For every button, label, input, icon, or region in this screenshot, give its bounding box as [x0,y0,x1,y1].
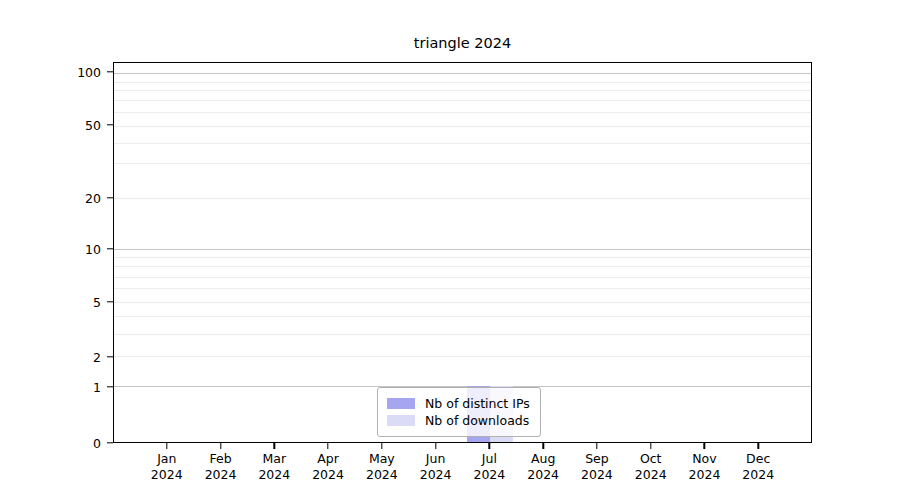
x-tick-mark-sep [596,443,597,449]
gridline-y-minor [114,112,811,113]
x-tick-year: 2024 [420,467,452,483]
x-tick-mark-apr [327,443,328,449]
x-tick-year: 2024 [151,467,183,483]
y-tick-label-20: 20 [85,191,101,206]
plot-area: Nb of distinct IPs Nb of downloads [113,62,812,443]
y-tick-label-5: 5 [93,295,101,310]
x-tick-month: Feb [205,451,237,467]
x-tick-month: Dec [742,451,774,467]
x-tick-label-mar: Mar2024 [258,451,290,482]
gridline-y-minor [114,143,811,144]
x-tick-mark-jun [435,443,436,449]
legend-swatch-distinct-ips [387,398,415,409]
gridline-y-minor [114,163,811,164]
legend-swatch-downloads [387,415,415,426]
x-tick-mark-jul [489,443,490,449]
x-tick-year: 2024 [366,467,398,483]
gridline-y-2 [114,356,811,357]
x-tick-label-oct: Oct2024 [635,451,667,482]
x-tick-year: 2024 [581,467,613,483]
x-tick-year: 2024 [473,467,505,483]
gridline-y-minor [114,334,811,335]
x-tick-month: Apr [312,451,344,467]
x-tick-month: Aug [527,451,559,467]
y-tick-label-100: 100 [77,64,101,79]
x-tick-mark-nov [704,443,705,449]
x-tick-label-nov: Nov2024 [689,451,721,482]
y-tick-label-50: 50 [85,117,101,132]
x-tick-label-sep: Sep2024 [581,451,613,482]
x-tick-label-dec: Dec2024 [742,451,774,482]
x-tick-label-may: May2024 [366,451,398,482]
x-tick-mark-mar [274,443,275,449]
y-tick-label-0: 0 [93,436,101,451]
x-tick-mark-may [381,443,382,449]
legend-label-distinct-ips: Nb of distinct IPs [425,396,530,411]
x-tick-label-jul: Jul2024 [473,451,505,482]
gridline-y-10 [114,249,811,250]
y-tick-label-10: 10 [85,242,101,257]
x-tick-label-feb: Feb2024 [205,451,237,482]
x-tick-year: 2024 [205,467,237,483]
x-tick-month: May [366,451,398,467]
legend-item-distinct-ips: Nb of distinct IPs [387,396,530,411]
x-tick-month: Nov [689,451,721,467]
x-tick-month: Jan [151,451,183,467]
x-tick-month: Jun [420,451,452,467]
x-tick-month: Oct [635,451,667,467]
legend-label-downloads: Nb of downloads [425,413,529,428]
x-tick-mark-oct [650,443,651,449]
x-tick-label-aug: Aug2024 [527,451,559,482]
gridline-y-20 [114,198,811,199]
x-tick-label-jan: Jan2024 [151,451,183,482]
chart-title: triangle 2024 [113,35,812,51]
x-tick-month: Jul [473,451,505,467]
y-tick-label-2: 2 [93,349,101,364]
x-tick-year: 2024 [635,467,667,483]
x-tick-label-jun: Jun2024 [420,451,452,482]
legend-item-downloads: Nb of downloads [387,413,530,428]
x-tick-mark-jan [166,443,167,449]
x-tick-mark-aug [542,443,543,449]
gridline-y-100 [114,73,811,74]
gridline-y-5 [114,302,811,303]
x-tick-year: 2024 [527,467,559,483]
x-tick-year: 2024 [312,467,344,483]
x-tick-year: 2024 [689,467,721,483]
gridline-y-minor [114,82,811,83]
gridline-y-minor [114,100,811,101]
gridline-y-minor [114,257,811,258]
gridline-y-minor [114,316,811,317]
x-tick-mark-dec [758,443,759,449]
x-tick-label-apr: Apr2024 [312,451,344,482]
y-tick-label-1: 1 [93,379,101,394]
gridline-y-minor [114,90,811,91]
x-axis: Jan2024Feb2024Mar2024Apr2024May2024Jun20… [113,443,812,493]
x-tick-month: Sep [581,451,613,467]
gridline-y-50 [114,126,811,127]
gridline-y-minor [114,288,811,289]
x-tick-mark-feb [220,443,221,449]
figure: triangle 2024 1005020105210 Nb of distin… [0,0,900,500]
x-tick-year: 2024 [742,467,774,483]
x-tick-month: Mar [258,451,290,467]
gridline-y-minor [114,277,811,278]
x-tick-year: 2024 [258,467,290,483]
y-axis: 1005020105210 [0,62,113,443]
legend: Nb of distinct IPs Nb of downloads [377,387,541,437]
gridline-y-minor [114,266,811,267]
